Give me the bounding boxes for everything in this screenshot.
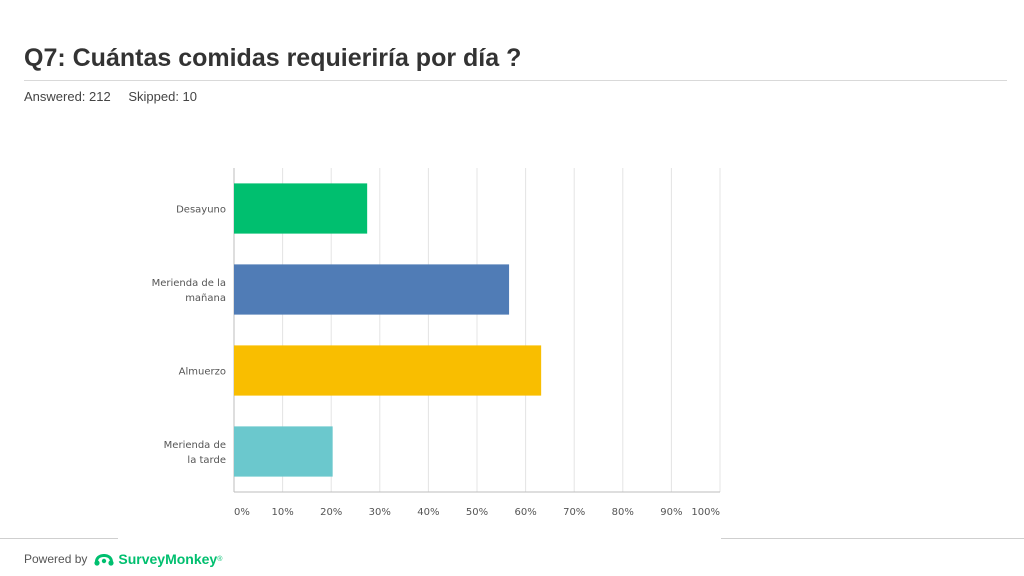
bar bbox=[234, 345, 542, 396]
tick-label: 0% bbox=[234, 507, 250, 518]
tick-label: 100% bbox=[691, 507, 720, 518]
tick-label: 90% bbox=[660, 507, 682, 518]
tick-label: 60% bbox=[514, 507, 536, 518]
tick-label: 30% bbox=[369, 507, 391, 518]
surveymonkey-logo[interactable]: SurveyMonkey ® bbox=[93, 551, 222, 567]
category-label: Almuerzo bbox=[179, 367, 226, 378]
surveymonkey-icon bbox=[94, 554, 114, 566]
category-label: Desayuno bbox=[176, 205, 226, 216]
footer-divider-left bbox=[0, 538, 118, 539]
category-label: Merienda de la bbox=[152, 278, 226, 289]
tick-label: 20% bbox=[320, 507, 342, 518]
tick-label: 80% bbox=[612, 507, 634, 518]
footer: Powered by SurveyMonkey ® bbox=[24, 549, 222, 569]
footer-divider-right bbox=[721, 538, 1024, 539]
tick-label: 50% bbox=[466, 507, 488, 518]
category-label: mañana bbox=[185, 293, 226, 304]
answered-count: Answered: 212 bbox=[24, 89, 111, 104]
tick-label: 70% bbox=[563, 507, 585, 518]
bar bbox=[234, 264, 510, 315]
page-title: Q7: Cuántas comidas requieriría por día … bbox=[24, 44, 522, 72]
category-label: la tarde bbox=[187, 455, 226, 466]
bar bbox=[234, 426, 333, 477]
brand-name: SurveyMonkey bbox=[118, 551, 218, 567]
category-label: Merienda de bbox=[164, 440, 226, 451]
bar bbox=[234, 183, 368, 234]
skipped-count: Skipped: 10 bbox=[128, 89, 198, 104]
powered-by-label: Powered by bbox=[24, 552, 88, 566]
registered-mark: ® bbox=[217, 555, 223, 563]
response-summary: Answered: 212 Skipped: 10 bbox=[24, 89, 197, 104]
tick-label: 10% bbox=[271, 507, 293, 518]
tick-label: 40% bbox=[417, 507, 439, 518]
title-divider bbox=[24, 80, 1007, 81]
